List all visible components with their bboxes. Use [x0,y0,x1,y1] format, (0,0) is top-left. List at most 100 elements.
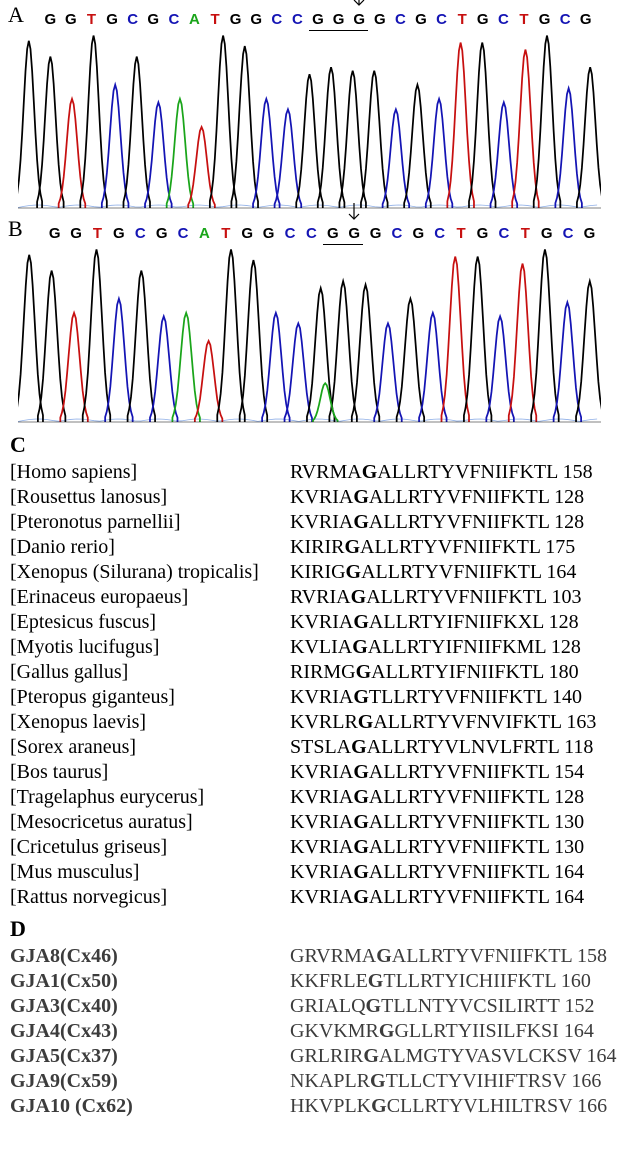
base-letter: G [225,11,246,28]
base-letter: C [429,225,450,242]
alignment-row: [Homo sapiens]RVRMAGALLRTYVFNIIFKTL 158 [10,460,609,485]
species-name: [Xenopus (Silurana) tropicalis] [10,560,290,585]
species-name: [Mus musculus] [10,860,290,885]
alignment-row: [Tragelaphus eurycerus]KVRIAGALLRTYVFNII… [10,785,609,810]
alignment-row: GJA3(Cx40)GRIALQGTLLNTYVCSILIRTT 152 [10,994,609,1019]
base-letter: G [237,225,258,242]
panel-d-label: D [10,916,609,944]
underline-a [309,29,368,31]
alignment-seq: KKFRLEGTLLRTYICHIIFKTL 160 [290,969,591,994]
base-letter: T [87,225,108,242]
species-name: [Eptesicus fuscus] [10,610,290,635]
alignment-seq: KVRIAGALLRTYVFNIIFKTL 130 [290,810,584,835]
base-letter: C [267,11,288,28]
alignment-seq: GRIALQGTLLNTYVCSILIRTT 152 [290,994,595,1019]
alignment-seq: GRLRIRGALMGTYVASVLCKSV 164 [290,1044,617,1069]
alignment-row: [Erinaceus europaeus]RVRIAGALLRTYVFNIIFK… [10,585,609,610]
alignment-row: [Cricetulus griseus]KVRIAGALLRTYVFNIIFKT… [10,835,609,860]
species-name: [Cricetulus griseus] [10,835,290,860]
alignment-seq: KVRLRGALLRTYVFNVIFKTL 163 [290,710,596,735]
base-letter: C [386,225,407,242]
figure-root: A GGTGCGCATGGCCGGGGCGCTGCTGCG B GGTGCGCA… [0,0,619,1121]
species-name: [Homo sapiens] [10,460,290,485]
panel-a: A GGTGCGCATGGCCGGGGCGCTGCTGCG [0,0,619,214]
base-letter: T [514,11,535,28]
species-name: [Rattus norvegicus] [10,885,290,910]
base-letter: C [287,11,308,28]
base-letter: G [536,225,557,242]
base-letter: G [534,11,555,28]
alignment-row: [Bos taurus]KVRIAGALLRTYVFNIIFKTL 154 [10,760,609,785]
base-letter: G [40,11,61,28]
alignment-seq: KVLIAGALLRTYIFNIIFKML 128 [290,635,581,660]
alignment-seq: KVRIAGALLRTYVFNIIFKTL 154 [290,760,584,785]
panel-c: C [Homo sapiens]RVRMAGALLRTYVFNIIFKTL 15… [0,428,619,912]
chromatogram-a-wrap [10,28,609,214]
base-letter: G [579,225,600,242]
base-letter: T [515,225,536,242]
sequence-a: GGTGCGCATGGCCGGGGCGCTGCTGCG [10,6,609,28]
base-letter: T [215,225,236,242]
alignment-seq: KVRIAGALLRTYVFNIIFKTL 128 [290,785,584,810]
base-letter: G [408,225,429,242]
base-letter: T [450,225,471,242]
base-letter: C [557,225,578,242]
base-letter: C [301,225,322,242]
alignment-seq: RVRMAGALLRTYVFNIIFKTL 158 [290,460,593,485]
base-letter: G [108,225,129,242]
alignment-row: [Pteronotus parnellii]KVRIAGALLRTYVFNIIF… [10,510,609,535]
panel-c-label: C [10,432,609,460]
base-letter: A [194,225,215,242]
base-letter: G [246,11,267,28]
species-name: [Rousettus lanosus] [10,485,290,510]
alignment-c: [Homo sapiens]RVRMAGALLRTYVFNIIFKTL 158[… [10,460,609,910]
base-letter: T [81,11,102,28]
alignment-row: GJA1(Cx50)KKFRLEGTLLRTYICHIIFKTL 160 [10,969,609,994]
base-letter: G [411,11,432,28]
base-letter: G [343,225,364,242]
alignment-row: [Mesocricetus auratus]KVRIAGALLRTYVFNIIF… [10,810,609,835]
base-letter: G [102,11,123,28]
alignment-seq: KVRIAGALLRTYVFNIIFKTL 164 [290,860,584,885]
base-letter: G [370,11,391,28]
base-letter: G [308,11,329,28]
alignment-row: [Pteropus giganteus]KVRIAGTLLRTYVFNIIFKT… [10,685,609,710]
base-letter: G [151,225,172,242]
base-letter: G [365,225,386,242]
alignment-d: GJA8(Cx46)GRVRMAGALLRTYVFNIIFKTL 158GJA1… [10,944,609,1119]
panel-d: D GJA8(Cx46)GRVRMAGALLRTYVFNIIFKTL 158GJ… [0,912,619,1121]
alignment-seq: KVRIAGALLRTYVFNIIFKTL 128 [290,485,584,510]
alignment-row: [Danio rerio]KIRIRGALLRTYVFNIIFKTL 175 [10,535,609,560]
species-name: GJA4(Cx43) [10,1019,290,1044]
species-name: [Sorex araneus] [10,735,290,760]
alignment-row: [Eptesicus fuscus]KVRIAGALLRTYIFNIIFKXL … [10,610,609,635]
alignment-row: [Rattus norvegicus]KVRIAGALLRTYVFNIIFKTL… [10,885,609,910]
base-letter: G [65,225,86,242]
species-name: [Mesocricetus auratus] [10,810,290,835]
alignment-seq: KVRIAGTLLRTYVFNIIFKTL 140 [290,685,582,710]
base-letter: G [472,225,493,242]
alignment-seq: NKAPLRGTLLCTYVIHIFTRSV 166 [290,1069,601,1094]
base-letter: G [258,225,279,242]
species-name: [Bos taurus] [10,760,290,785]
species-name: [Erinaceus europaeus] [10,585,290,610]
alignment-row: [Mus musculus]KVRIAGALLRTYVFNIIFKTL 164 [10,860,609,885]
alignment-seq: KVRIAGALLRTYVFNIIFKTL 128 [290,510,584,535]
base-letter: G [472,11,493,28]
alignment-row: [Xenopus (Silurana) tropicalis]KIRIGGALL… [10,560,609,585]
base-letter: G [328,11,349,28]
species-name: [Pteropus giganteus] [10,685,290,710]
species-name: GJA9(Cx59) [10,1069,290,1094]
base-letter: G [349,11,370,28]
species-name: [Pteronotus parnellii] [10,510,290,535]
species-name: GJA10 (Cx62) [10,1094,290,1119]
alignment-row: [Rousettus lanosus]KVRIAGALLRTYVFNIIFKTL… [10,485,609,510]
alignment-seq: GKVKMRGGLLRTYIISILFKSI 164 [290,1019,594,1044]
base-letter: C [493,225,514,242]
alignment-row: GJA5(Cx37)GRLRIRGALMGTYVASVLCKSV 164 [10,1044,609,1069]
base-letter: T [452,11,473,28]
alignment-row: [Sorex araneus]STSLAGALLRTYVLNVLFRTL 118 [10,735,609,760]
species-name: GJA3(Cx40) [10,994,290,1019]
chromatogram-b [18,242,601,426]
species-name: GJA5(Cx37) [10,1044,290,1069]
